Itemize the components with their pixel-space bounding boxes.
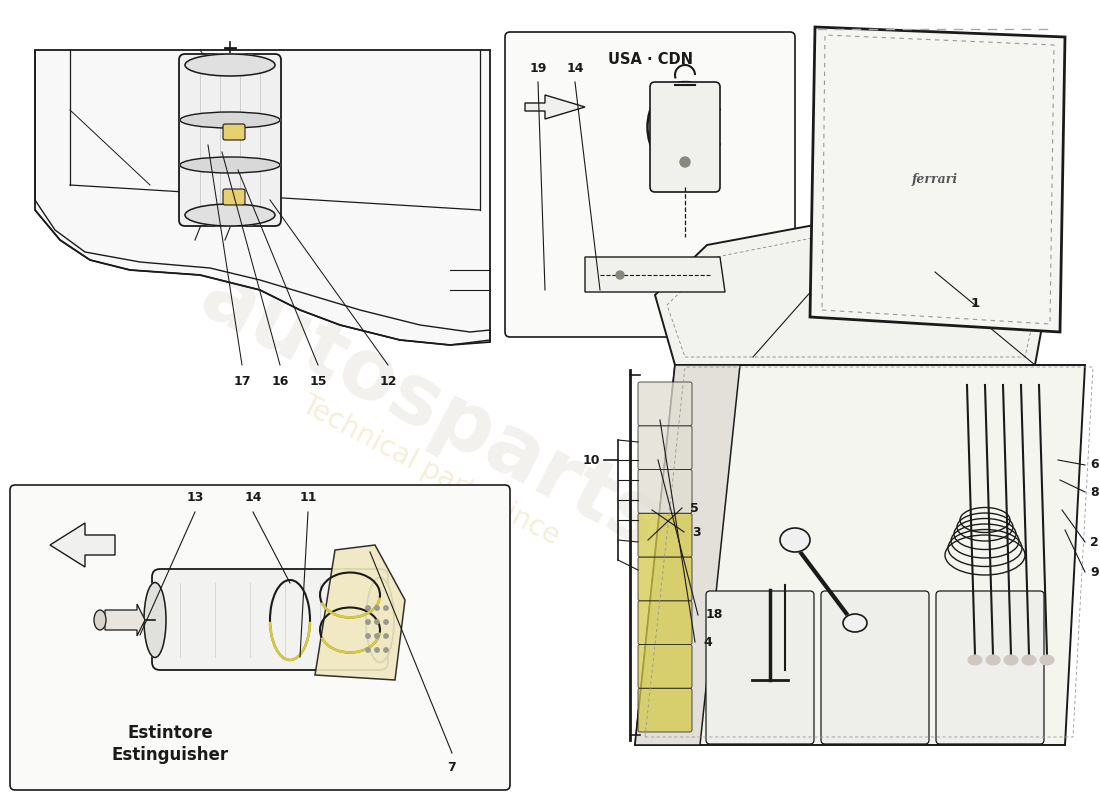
FancyBboxPatch shape <box>223 124 245 140</box>
Text: 5: 5 <box>690 502 698 514</box>
Ellipse shape <box>180 157 280 173</box>
Text: autosparts: autosparts <box>186 254 674 566</box>
FancyBboxPatch shape <box>706 591 814 744</box>
Circle shape <box>366 634 371 638</box>
Text: 15: 15 <box>309 375 327 388</box>
Text: 2: 2 <box>1090 535 1099 549</box>
FancyBboxPatch shape <box>638 645 692 688</box>
Text: 14: 14 <box>244 491 262 504</box>
Ellipse shape <box>185 204 275 226</box>
Circle shape <box>366 606 371 610</box>
Polygon shape <box>585 257 725 292</box>
Polygon shape <box>104 604 145 636</box>
Text: 16: 16 <box>272 375 288 388</box>
Circle shape <box>384 648 388 652</box>
Polygon shape <box>635 365 1085 745</box>
Text: 17: 17 <box>233 375 251 388</box>
Ellipse shape <box>968 655 982 665</box>
Polygon shape <box>315 545 405 680</box>
Text: 8: 8 <box>1090 486 1099 498</box>
Text: 3: 3 <box>692 526 701 538</box>
Ellipse shape <box>144 582 166 658</box>
Ellipse shape <box>1004 655 1018 665</box>
Text: USA · CDN: USA · CDN <box>607 51 693 66</box>
Text: 9: 9 <box>1090 566 1099 578</box>
FancyBboxPatch shape <box>223 189 245 205</box>
FancyBboxPatch shape <box>179 54 280 226</box>
Ellipse shape <box>1040 655 1054 665</box>
Text: 1: 1 <box>970 297 980 310</box>
Ellipse shape <box>366 578 394 662</box>
Text: 10: 10 <box>583 454 600 466</box>
Circle shape <box>375 634 379 638</box>
Ellipse shape <box>185 54 275 76</box>
FancyBboxPatch shape <box>152 569 388 670</box>
FancyBboxPatch shape <box>505 32 795 337</box>
Polygon shape <box>35 50 490 345</box>
Text: 6: 6 <box>1090 458 1099 471</box>
Circle shape <box>375 620 379 624</box>
FancyBboxPatch shape <box>650 82 721 192</box>
Text: 19: 19 <box>529 62 547 75</box>
Circle shape <box>384 634 388 638</box>
FancyBboxPatch shape <box>638 688 692 732</box>
FancyBboxPatch shape <box>638 426 692 470</box>
Circle shape <box>680 157 690 167</box>
Polygon shape <box>635 365 740 745</box>
Circle shape <box>375 606 379 610</box>
FancyBboxPatch shape <box>638 470 692 514</box>
Text: 12: 12 <box>379 375 397 388</box>
FancyBboxPatch shape <box>936 591 1044 744</box>
FancyBboxPatch shape <box>638 557 692 601</box>
Text: 18: 18 <box>706 609 724 622</box>
Text: 11: 11 <box>299 491 317 504</box>
Circle shape <box>616 271 624 279</box>
FancyBboxPatch shape <box>821 591 930 744</box>
Circle shape <box>375 648 379 652</box>
Polygon shape <box>50 523 116 567</box>
Ellipse shape <box>1022 655 1036 665</box>
Text: Technical parts since: Technical parts since <box>296 390 564 550</box>
Ellipse shape <box>843 614 867 632</box>
Text: 4: 4 <box>703 635 712 649</box>
FancyBboxPatch shape <box>638 601 692 645</box>
Text: 7: 7 <box>448 761 456 774</box>
Ellipse shape <box>94 610 106 630</box>
Text: 13: 13 <box>186 491 204 504</box>
Polygon shape <box>810 27 1065 332</box>
Ellipse shape <box>986 655 1000 665</box>
Text: Estintore: Estintore <box>128 724 213 742</box>
Ellipse shape <box>780 528 810 552</box>
FancyBboxPatch shape <box>10 485 510 790</box>
FancyBboxPatch shape <box>638 514 692 557</box>
Polygon shape <box>654 215 1055 365</box>
Circle shape <box>366 648 371 652</box>
Polygon shape <box>525 95 585 119</box>
Text: ferrari: ferrari <box>912 174 958 186</box>
Ellipse shape <box>180 112 280 128</box>
Text: Estinguisher: Estinguisher <box>111 746 229 764</box>
Circle shape <box>384 620 388 624</box>
Circle shape <box>384 606 388 610</box>
FancyBboxPatch shape <box>638 382 692 426</box>
Circle shape <box>366 620 371 624</box>
Text: 14: 14 <box>566 62 584 75</box>
